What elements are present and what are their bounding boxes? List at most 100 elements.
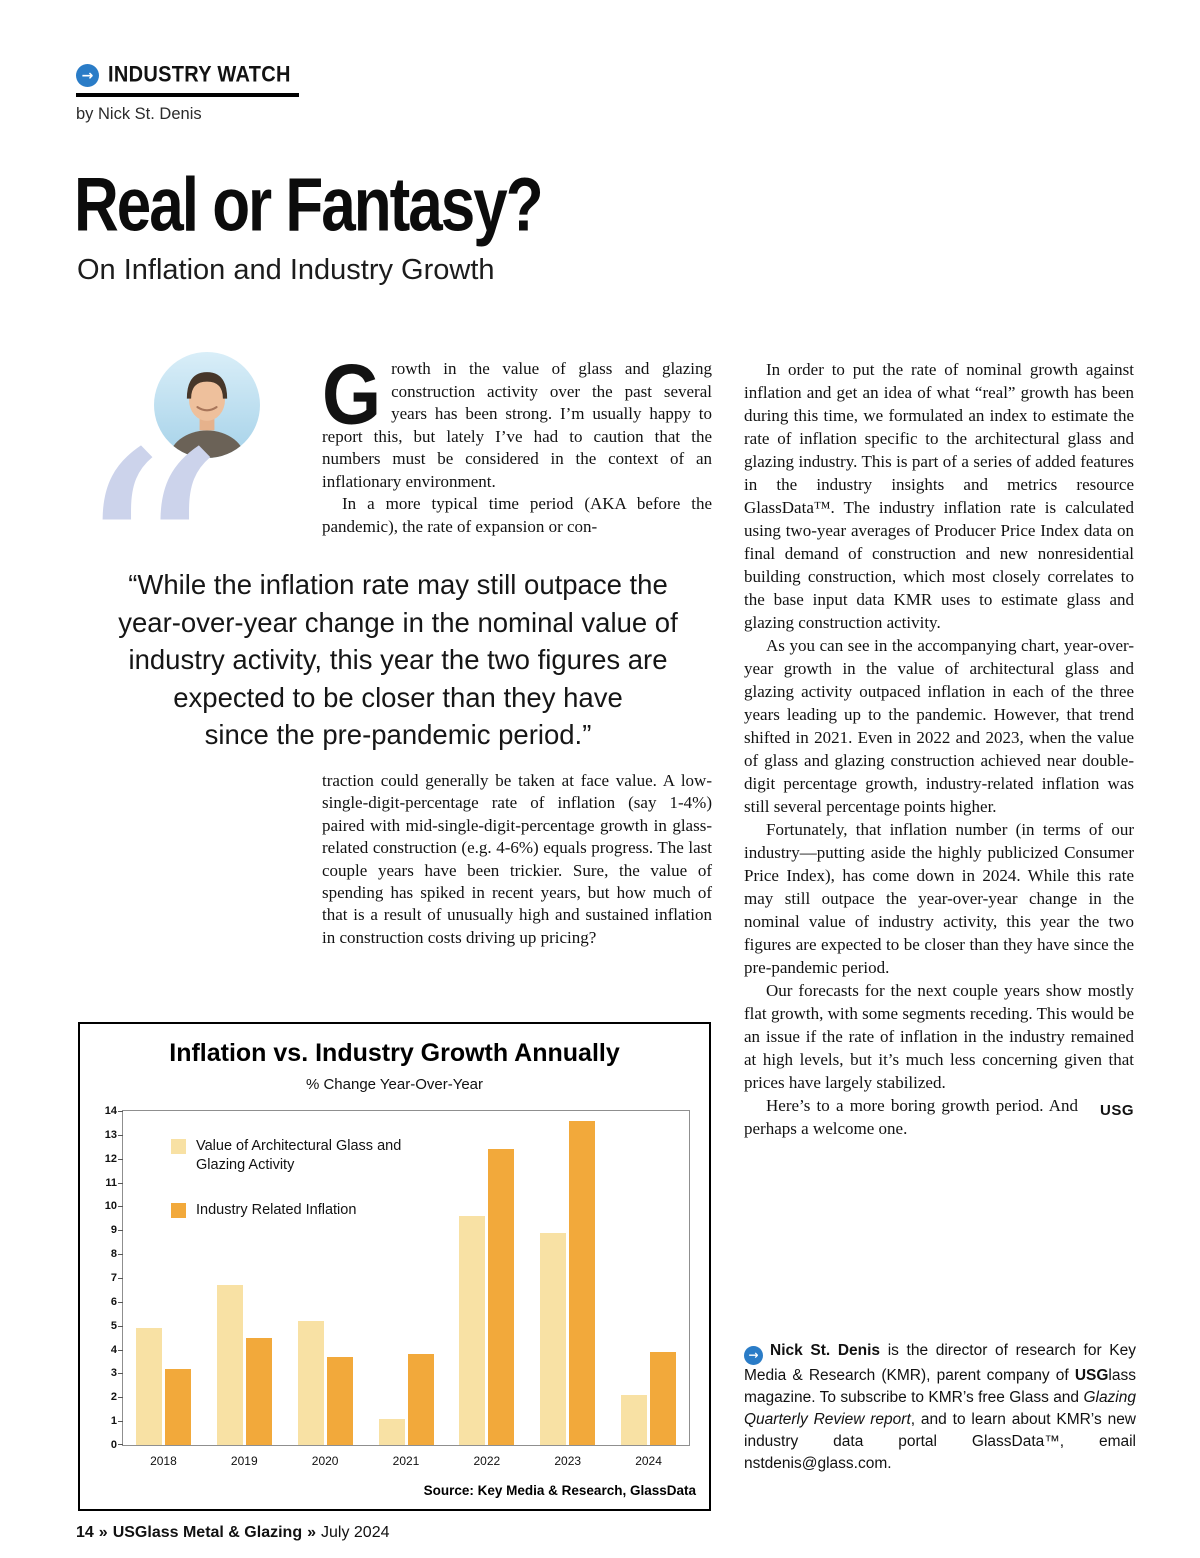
y-axis-tick-label: 11 <box>105 1176 117 1189</box>
paragraph: In order to put the rate of nominal grow… <box>744 360 1134 632</box>
bar-2024-inflation <box>650 1351 677 1445</box>
x-axis-label: 2019 <box>230 1454 258 1468</box>
y-axis-tick-label: 10 <box>104 1200 117 1213</box>
bar-2021-activity <box>378 1418 405 1445</box>
x-axis-label: 2021 <box>392 1454 420 1468</box>
arrow-icon: → <box>76 64 99 87</box>
bar-2023-inflation <box>569 1120 596 1445</box>
y-axis-tick <box>118 1134 123 1136</box>
bio-text-italic: Glazing Quarterly Review report <box>744 1388 1136 1428</box>
legend-swatch-activity <box>171 1139 186 1154</box>
y-axis-tick <box>118 1111 123 1112</box>
bar-2022-activity <box>459 1215 486 1445</box>
chart-title: Inflation vs. Industry Growth Annually <box>169 1039 620 1067</box>
pull-quote-line: since the pre-pandemic period.” <box>204 719 592 750</box>
pull-quote-line: expected to be closer than they have <box>173 681 623 713</box>
y-axis-tick <box>118 1421 123 1423</box>
arrow-icon: → <box>744 1345 763 1365</box>
chart-subtitle: % Change Year-Over-Year <box>305 1076 484 1093</box>
pull-quote: “While the inflation rate may still outp… <box>80 566 716 754</box>
page-footer: 14» USGlass Metal & Glazing» July 2024 <box>76 1524 395 1542</box>
x-axis-label: 2020 <box>311 1454 339 1468</box>
y-axis-tick-label: 13 <box>104 1128 117 1141</box>
article-title: Real or Fantasy? <box>74 163 544 248</box>
y-axis-tick-label: 8 <box>110 1248 117 1261</box>
bar-2023-activity <box>540 1232 567 1445</box>
y-axis-tick <box>118 1325 123 1327</box>
bio-text-bold: USG <box>1074 1366 1109 1384</box>
x-axis-label: 2018 <box>150 1454 177 1468</box>
x-axis-label: 2022 <box>473 1454 501 1468</box>
bar-2018-activity <box>135 1328 162 1445</box>
footer-separator: » <box>98 1524 108 1541</box>
chart-plot-area: Value of Architectural Glass and Glazing… <box>105 1105 690 1468</box>
paragraph: USG Here’s to a more boring growth period… <box>744 1094 1134 1140</box>
y-axis-tick <box>118 1182 123 1184</box>
article-continued-column: traction could generally be taken at fac… <box>322 770 712 949</box>
pull-quote-line: industry activity, this year the two fig… <box>128 644 668 675</box>
y-axis-tick-label: 5 <box>110 1319 117 1332</box>
author-avatar <box>154 352 260 458</box>
y-axis-tick <box>118 1397 123 1399</box>
issue-date: July 2024 <box>321 1524 390 1541</box>
magazine-name: USGlass Metal & Glazing <box>112 1524 303 1541</box>
y-axis-tick-label: 9 <box>110 1224 117 1237</box>
bio-author-name: Nick St. Denis <box>770 1342 881 1359</box>
section-header-row: → INDUSTRY WATCH <box>76 62 299 97</box>
article-subtitle: On Inflation and Industry Growth <box>77 254 495 286</box>
y-axis-tick-label: 3 <box>110 1367 117 1380</box>
section-header: → INDUSTRY WATCH by Nick St. Denis <box>76 62 299 124</box>
legend-item-activity: Value of Architectural Glass and Glazing… <box>171 1137 406 1175</box>
drop-cap: G <box>322 347 382 443</box>
y-axis-tick <box>118 1301 123 1303</box>
y-axis-tick-label: 1 <box>110 1415 117 1428</box>
y-axis-tick-label: 14 <box>104 1105 117 1117</box>
legend-label: Value of Architectural Glass and Glazing… <box>196 1138 402 1173</box>
y-axis-tick-label: 4 <box>110 1343 117 1356</box>
y-axis-tick-label: 7 <box>110 1272 117 1284</box>
paragraph: Our forecasts for the next couple years … <box>744 981 1134 1092</box>
pull-quote-line: “While the inflation rate may still outp… <box>128 569 668 600</box>
bar-2020-inflation <box>326 1356 353 1445</box>
bar-2021-inflation <box>407 1354 434 1445</box>
bio-text: , and to learn about KMR’s new industry … <box>744 1410 1137 1472</box>
footer-separator: » <box>307 1524 316 1541</box>
chart-source: Source: Key Media & Research, GlassData <box>423 1483 696 1498</box>
paragraph: Fortunately, that inflation number (in t… <box>744 820 1134 977</box>
y-axis-tick <box>118 1206 123 1208</box>
author-portrait-illustration <box>168 372 246 458</box>
decorative-quote-mark-icon: “ <box>72 390 226 739</box>
bar-2020-activity <box>297 1320 324 1445</box>
bio-text: is the director of research for Key Medi… <box>744 1342 1136 1384</box>
y-axis-tick <box>118 1444 123 1445</box>
y-axis-tick <box>118 1373 123 1375</box>
bar-2024-activity <box>621 1394 648 1445</box>
paragraph-text: Here’s to a more boring growth period. A… <box>744 1096 1078 1138</box>
bio-text: lass magazine. To subscribe to KMR’s fre… <box>744 1366 1136 1406</box>
y-axis-tick-label: 0 <box>110 1439 117 1451</box>
y-axis-tick <box>118 1158 123 1160</box>
paragraph: traction could generally be taken at fac… <box>322 771 712 947</box>
end-mark: USG <box>1099 1102 1134 1119</box>
x-axis-label: 2023 <box>554 1454 582 1468</box>
y-axis-tick <box>118 1230 123 1232</box>
y-axis-tick <box>118 1349 123 1351</box>
paragraph: As you can see in the accompanying chart… <box>744 636 1134 816</box>
pull-quote-line: year-over-year change in the nominal val… <box>118 606 678 638</box>
legend-swatch-inflation <box>171 1203 186 1218</box>
paragraph: In a more typical time period (AKA befor… <box>322 494 712 536</box>
y-axis-tick <box>118 1278 123 1279</box>
byline: by Nick St. Denis <box>76 105 202 123</box>
bar-2018-inflation <box>164 1368 191 1445</box>
y-axis-tick <box>118 1254 123 1256</box>
section-label: INDUSTRY WATCH <box>108 62 291 88</box>
page-number: 14 <box>76 1524 94 1541</box>
author-bio: → Nick St. Denis is the director of resea… <box>744 1340 1136 1475</box>
y-axis-tick-label: 2 <box>110 1391 117 1404</box>
chart: Inflation vs. Industry Growth Annually %… <box>78 1022 711 1511</box>
y-axis-tick-label: 6 <box>110 1295 117 1308</box>
article-right-column: In order to put the rate of nominal grow… <box>744 358 1134 1140</box>
